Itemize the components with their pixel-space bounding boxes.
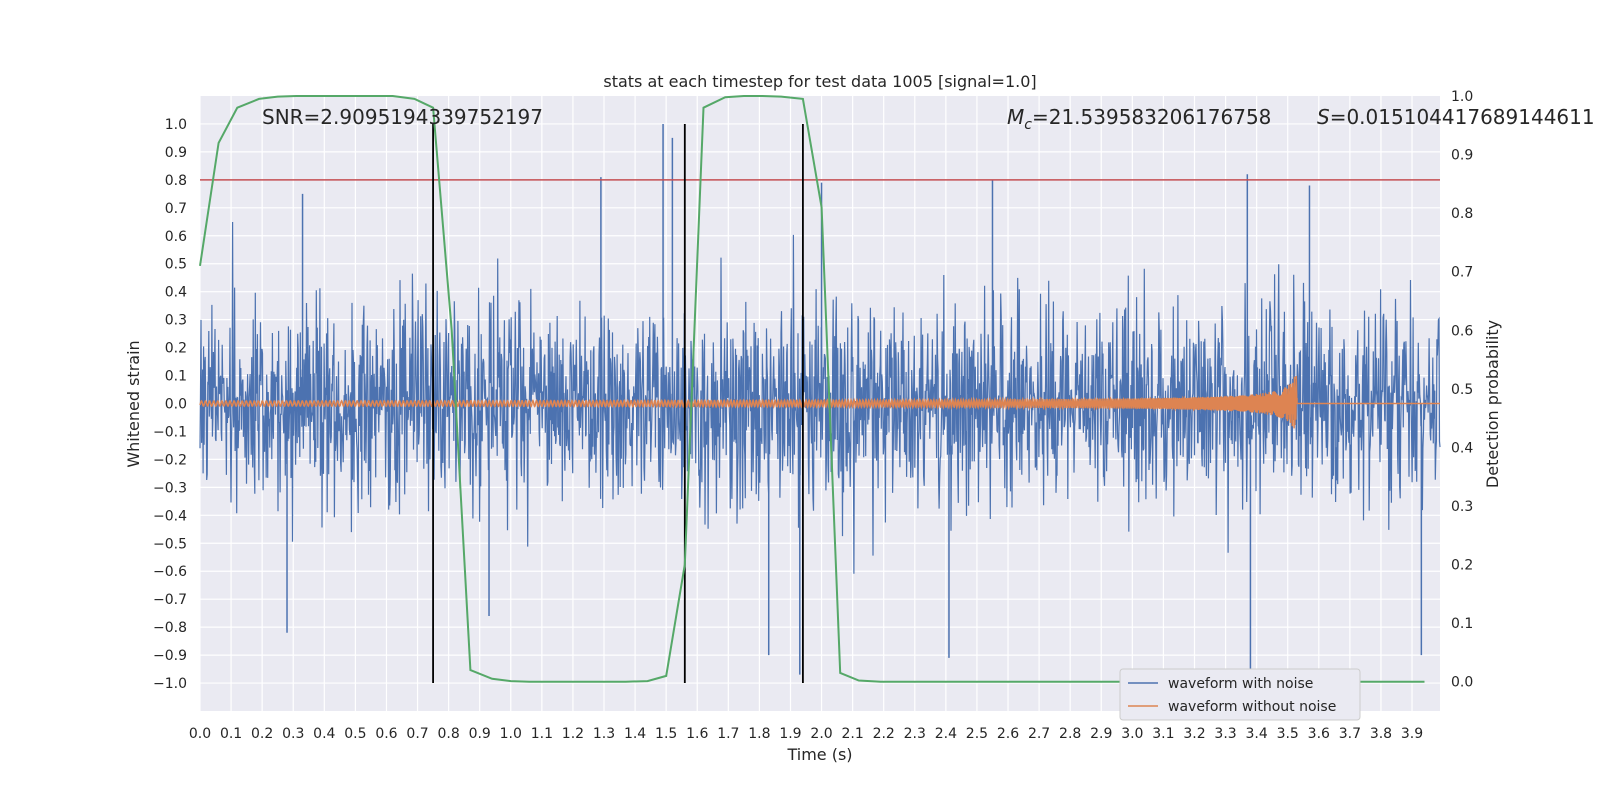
y-left-tick-label-9: −0.1 [153, 424, 187, 440]
x-tick-label-28: 2.8 [1059, 726, 1081, 742]
y-left-tick-label-12: 0.2 [165, 341, 187, 357]
x-tick-label-3: 0.3 [282, 726, 304, 742]
y-right-axis-label: Detection probability [1483, 320, 1502, 488]
mc-subscript: c [1024, 117, 1032, 133]
y-right-tick-labels: 0.0 0.1 0.2 0.3 0.4 0.5 0.6 0.7 0.8 0.9 1.0 [1451, 89, 1473, 691]
mc-annotation: Mc=21.539583206176758 [1007, 105, 1271, 133]
x-tick-label-29: 2.9 [1090, 726, 1112, 742]
x-tick-label-13: 1.3 [593, 726, 615, 742]
x-tick-label-6: 0.6 [375, 726, 397, 742]
x-tick-labels: 0.0 0.1 0.2 0.3 0.4 0.5 0.6 0.7 0.8 0.9 1.0 1.1 1.2 1… [189, 726, 1423, 742]
x-tick-label-15: 1.5 [655, 726, 677, 742]
y-right-tick-label-9: 0.9 [1451, 148, 1473, 164]
y-right-tick-label-0: 0.0 [1451, 675, 1473, 691]
noise-trace [199, 221, 1441, 574]
y-left-tick-label-20: 1.0 [165, 117, 187, 133]
x-tick-label-16: 1.6 [686, 726, 708, 742]
x-tick-label-38: 3.8 [1370, 726, 1392, 742]
legend-label-clean: waveform without noise [1168, 699, 1336, 715]
series-waveform-with-noise [199, 123, 1441, 675]
y-right-tick-label-6: 0.6 [1451, 323, 1473, 339]
x-tick-label-32: 3.2 [1183, 726, 1205, 742]
y-right-tick-label-4: 0.4 [1451, 440, 1473, 456]
x-tick-label-4: 0.4 [313, 726, 335, 742]
x-tick-label-39: 3.9 [1401, 726, 1423, 742]
y-left-tick-label-17: 0.7 [165, 201, 187, 217]
y-right-tick-label-8: 0.8 [1451, 206, 1473, 222]
y-left-tick-label-1: −0.9 [153, 648, 187, 664]
y-right-tick-label-1: 0.1 [1451, 616, 1473, 632]
y-left-tick-label-11: 0.1 [165, 369, 187, 385]
x-tick-label-25: 2.5 [966, 726, 988, 742]
y-left-tick-label-8: −0.2 [153, 452, 187, 468]
x-tick-label-31: 3.1 [1152, 726, 1174, 742]
y-left-axis-label: Whitened strain [124, 340, 143, 467]
y-left-tick-label-2: −0.8 [153, 620, 187, 636]
s-annotation: S=0.015104417689144611 [1317, 105, 1595, 129]
x-tick-label-23: 2.3 [904, 726, 926, 742]
s-value: =0.015104417689144611 [1330, 105, 1595, 129]
y-right-tick-label-3: 0.3 [1451, 499, 1473, 515]
chirp-trace [199, 375, 1440, 429]
x-tick-label-34: 3.4 [1246, 726, 1268, 742]
x-tick-label-9: 0.9 [469, 726, 491, 742]
x-tick-label-12: 1.2 [562, 726, 584, 742]
legend: waveform with noise waveform without noi… [1119, 668, 1361, 721]
x-tick-label-26: 2.6 [997, 726, 1019, 742]
y-right-tick-label-2: 0.2 [1451, 558, 1473, 574]
mc-symbol: M [1007, 105, 1024, 129]
series-waveform-without-noise [199, 375, 1440, 429]
x-tick-label-24: 2.4 [935, 726, 957, 742]
x-tick-label-10: 1.0 [500, 726, 522, 742]
x-tick-label-0: 0.0 [189, 726, 211, 742]
x-tick-label-21: 2.1 [841, 726, 863, 742]
y-left-tick-label-5: −0.5 [153, 536, 187, 552]
snr-annotation: SNR=2.9095194339752197 [262, 105, 543, 129]
chart-title: stats at each timestep for test data 100… [603, 72, 1036, 91]
s-symbol: S [1317, 105, 1330, 129]
y-right-tick-label-7: 0.7 [1451, 265, 1473, 281]
y-left-tick-labels: −1.0 −0.9 −0.8 −0.7 −0.6 −0.5 −0.4 −0.3 −0.2 −0.1… [153, 117, 187, 692]
x-tick-label-37: 3.7 [1339, 726, 1361, 742]
y-left-tick-label-4: −0.6 [153, 564, 187, 580]
detection-markers [432, 123, 804, 684]
y-left-tick-label-6: −0.4 [153, 508, 187, 524]
mc-value: =21.539583206176758 [1032, 105, 1271, 129]
y-left-tick-label-14: 0.4 [165, 285, 187, 301]
legend-box [1119, 668, 1361, 721]
x-tick-label-14: 1.4 [624, 726, 646, 742]
x-tick-label-36: 3.6 [1308, 726, 1330, 742]
x-tick-label-30: 3.0 [1121, 726, 1143, 742]
x-tick-label-35: 3.5 [1277, 726, 1299, 742]
y-right-tick-label-10: 1.0 [1451, 89, 1473, 105]
y-left-tick-label-7: −0.3 [153, 480, 187, 496]
x-tick-label-11: 1.1 [531, 726, 553, 742]
x-tick-label-27: 2.7 [1028, 726, 1050, 742]
x-tick-label-18: 1.8 [748, 726, 770, 742]
y-left-tick-label-18: 0.8 [165, 173, 187, 189]
y-left-tick-label-3: −0.7 [153, 592, 187, 608]
y-left-tick-label-13: 0.3 [165, 313, 187, 329]
x-tick-label-19: 1.9 [779, 726, 801, 742]
legend-label-noise: waveform with noise [1168, 676, 1313, 692]
x-axis-label: Time (s) [786, 745, 852, 764]
x-tick-label-5: 0.5 [344, 726, 366, 742]
y-left-tick-label-16: 0.6 [165, 229, 187, 245]
y-left-tick-label-0: −1.0 [153, 676, 187, 692]
x-tick-label-22: 2.2 [873, 726, 895, 742]
x-tick-label-20: 2.0 [810, 726, 832, 742]
y-right-tick-label-5: 0.5 [1451, 382, 1473, 398]
x-tick-label-2: 0.2 [251, 726, 273, 742]
y-left-tick-label-10: 0.0 [165, 397, 187, 413]
y-left-tick-label-19: 0.9 [165, 145, 187, 161]
x-tick-label-7: 0.7 [406, 726, 428, 742]
x-tick-label-1: 0.1 [220, 726, 242, 742]
x-tick-label-33: 3.3 [1214, 726, 1236, 742]
y-left-tick-label-15: 0.5 [165, 257, 187, 273]
x-tick-label-17: 1.7 [717, 726, 739, 742]
x-tick-label-8: 0.8 [437, 726, 459, 742]
